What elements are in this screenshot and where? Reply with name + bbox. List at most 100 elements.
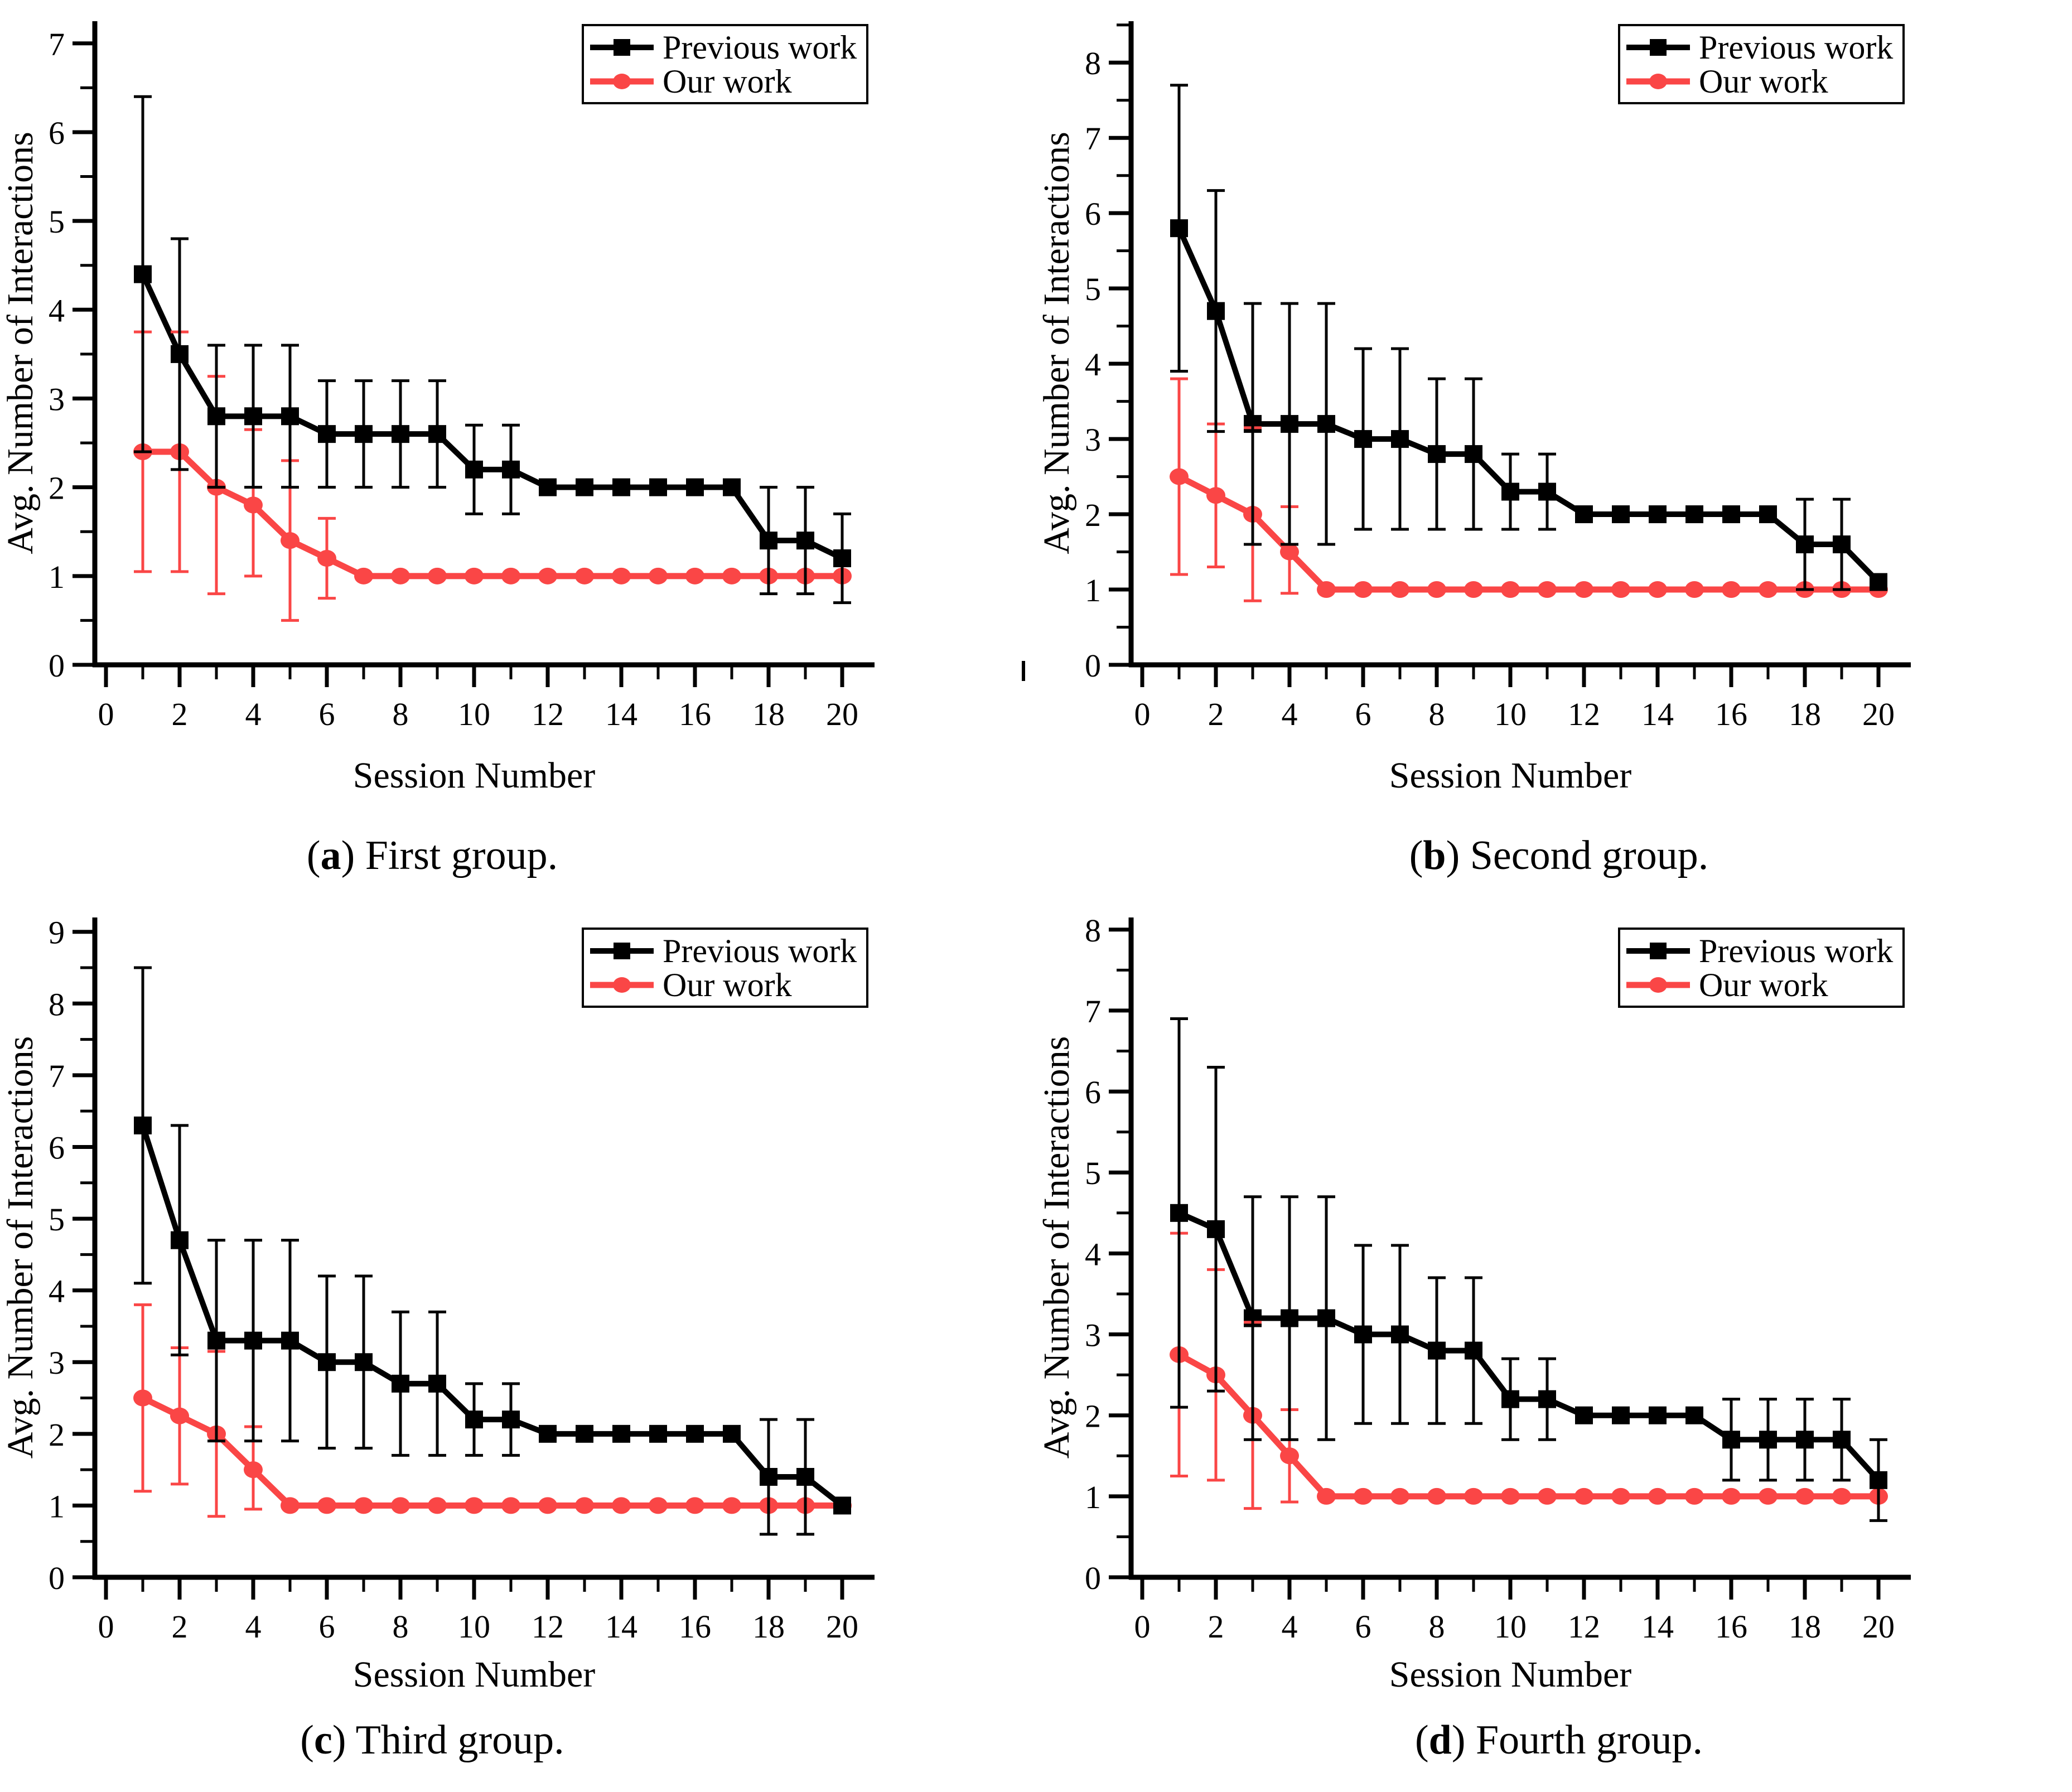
our-work-markers [133,1389,852,1514]
circle-marker [317,1497,336,1514]
y-tick-label: 5 [1085,1155,1101,1191]
caption-text: Fourth group. [1465,1717,1703,1763]
x-tick-label: 20 [1862,1609,1895,1645]
circle-marker [1611,581,1630,598]
caption-close: ) [1451,1717,1466,1763]
x-tick-label: 18 [752,696,785,732]
caption-close: ) [332,1717,346,1763]
caption-open: ( [306,833,321,878]
circle-marker [1390,1487,1409,1505]
square-marker [723,478,741,496]
y-axis-title: Avg. Number of Interactions [1036,132,1077,554]
y-tick-label: 4 [1085,346,1101,383]
x-tick-label: 8 [393,1609,409,1645]
caption-letter: d [1428,1717,1452,1763]
x-tick-label: 4 [245,1609,262,1645]
circle-marker [1354,581,1373,598]
our-work-markers [1170,1346,1888,1505]
square-marker [833,1496,851,1515]
y-tick-label: 9 [49,915,65,951]
y-tick-label: 8 [1085,912,1101,949]
circle-marker [1611,1487,1630,1505]
square-marker [612,478,630,496]
circle-marker [1538,1487,1557,1505]
y-tick-label: 6 [1085,196,1101,232]
y-tick-label: 1 [1085,572,1101,608]
legend-box [1618,24,1905,104]
y-tick-label: 2 [49,1417,65,1453]
x-axis-title: Session Number [1389,1654,1632,1695]
y-tick-label: 8 [49,986,65,1022]
caption-close: ) [1446,833,1460,878]
x-tick-label: 16 [1715,696,1747,732]
x-tick-label: 16 [679,696,711,732]
circle-marker [1722,1487,1741,1505]
caption-letter: b [1423,833,1446,878]
x-tick-label: 16 [1715,1609,1747,1645]
circle-marker [1501,1487,1520,1505]
caption-first-group: (a) First group. [0,832,906,880]
circle-marker [391,1497,410,1514]
y-tick-label: 3 [1085,1317,1101,1354]
y-tick-label: 5 [49,1201,65,1238]
x-tick-label: 10 [1494,1609,1527,1645]
x-tick-label: 20 [1862,696,1895,732]
x-tick-label: 8 [1429,1609,1445,1645]
circle-marker [1832,1487,1851,1505]
our-work-markers [133,443,852,585]
our-work-error-bars [134,330,336,622]
stray-mark [1022,661,1025,681]
square-marker [1649,505,1667,524]
y-tick-label: 1 [49,1488,65,1524]
chart-cell-b: 0 1 2 3 4 5 6 7 8 0 2 4 6 8 10 12 14 16 18 20 Session Number… [1036,0,2072,803]
x-tick-label: 12 [1568,1609,1600,1645]
y-tick-label: 2 [1085,1398,1101,1434]
square-marker [539,1424,557,1443]
legend-label: Our work [1699,63,1828,100]
previous-work-line [1176,227,1881,585]
legend-label: Our work [663,967,792,1003]
y-tick-label: 2 [49,470,65,506]
circle-marker [354,567,373,585]
circle-marker [501,1497,520,1514]
x-tick-label: 6 [1355,696,1371,732]
legend-circle-marker [1649,74,1667,89]
y-axis-title: Avg. Number of Interactions [0,132,41,554]
legend-box [1618,928,1905,1008]
x-axis-title: Session Number [353,1654,596,1695]
x-tick-label: 16 [679,1609,711,1645]
circle-marker [1722,581,1741,598]
previous-work-markers [1170,219,1887,591]
y-tick-label: 7 [49,1058,65,1094]
circle-marker [281,1497,300,1514]
circle-marker [1317,1487,1336,1505]
chart-cell-c: 0 1 2 3 4 5 6 7 8 9 0 2 4 6 8 10 12 14 16 18 20 Session Numbe… [0,904,1036,1707]
circle-marker [1427,1487,1446,1505]
caption-text: Second group. [1460,833,1709,878]
circle-marker [1501,581,1520,598]
circle-marker [538,1497,557,1514]
square-marker [539,478,557,496]
circle-marker [354,1497,373,1514]
caption-text: Third group. [346,1717,564,1763]
square-marker [1722,505,1740,524]
y-tick-label: 6 [49,1129,65,1166]
circle-marker [1574,1487,1593,1505]
circle-marker [1574,581,1593,598]
x-tick-label: 12 [532,696,564,732]
x-tick-label: 2 [172,1609,188,1645]
y-tick-label: 5 [49,204,65,240]
x-tick-label: 2 [1208,696,1224,732]
x-tick-label: 14 [1641,696,1674,732]
circle-marker [612,1497,631,1514]
circle-marker [428,567,447,585]
square-marker [1612,505,1630,524]
circle-marker [1317,581,1336,598]
